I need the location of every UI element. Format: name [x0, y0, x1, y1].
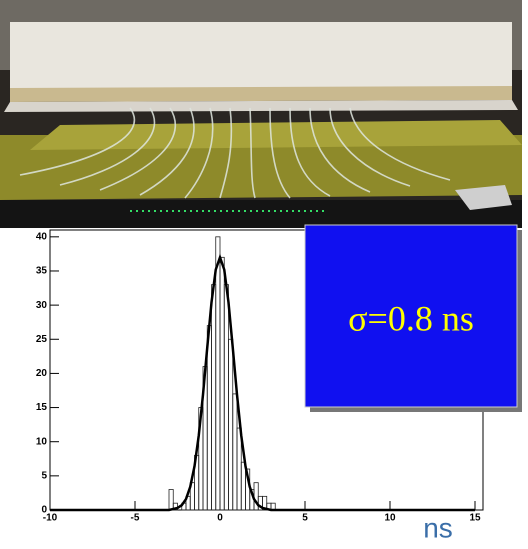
x-axis-label: ns [423, 512, 453, 543]
x-tick-label: -10 [43, 513, 58, 524]
y-tick-label: 15 [36, 402, 48, 413]
x-tick-label: 15 [469, 513, 481, 524]
y-tick-label: 5 [41, 470, 47, 481]
x-tick-label: 5 [302, 513, 308, 524]
y-tick-label: 20 [36, 368, 48, 379]
x-tick-label: 0 [217, 513, 223, 524]
fit-curve [50, 253, 475, 512]
y-tick-label: 25 [36, 334, 48, 345]
y-tick-label: 0 [41, 505, 47, 516]
box [304, 224, 518, 408]
y-tick-label: 35 [36, 266, 48, 277]
photo [0, 0, 522, 228]
x-tick-label: 10 [384, 513, 396, 524]
y-tick-label: 40 [36, 231, 48, 242]
y-tick-label: 10 [36, 436, 48, 447]
x-tick-label: -5 [131, 513, 140, 524]
y-tick-label: 30 [36, 300, 48, 311]
annotation-box: σ=0.8 ns [304, 224, 522, 412]
annotation-text: σ=0.8 ns [348, 298, 474, 338]
